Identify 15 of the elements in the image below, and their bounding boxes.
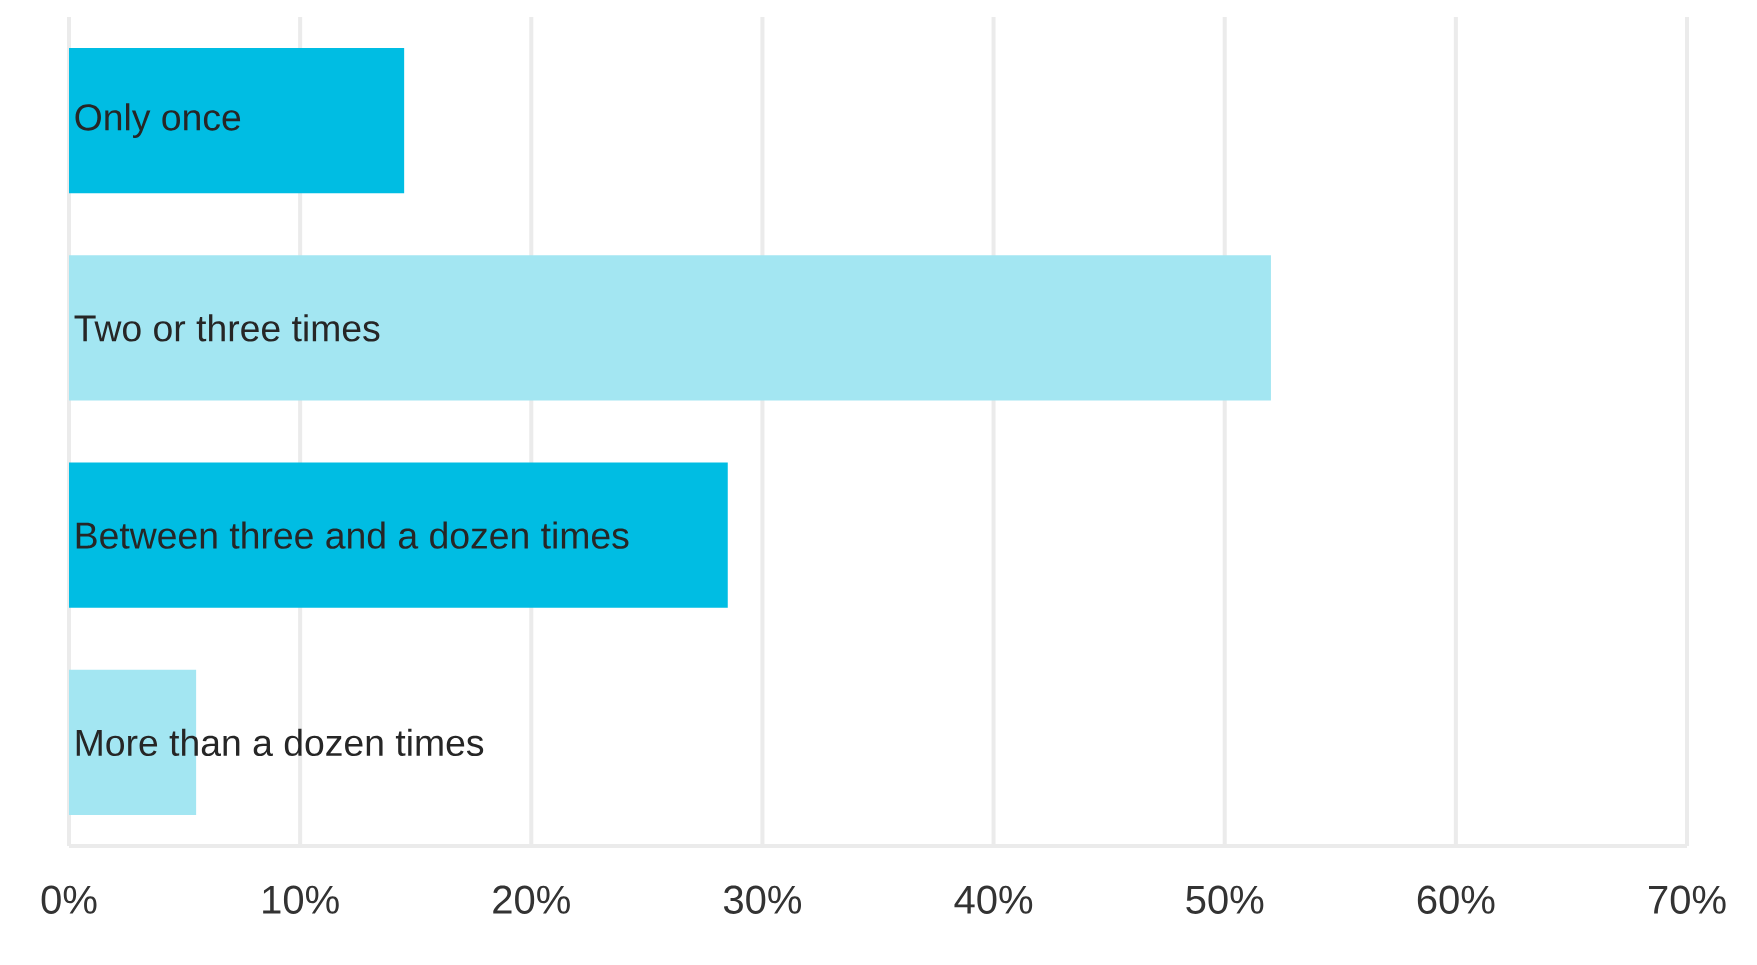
x-tick-label: 70% <box>1649 885 1726 914</box>
y-tick-label: More than a dozen times <box>76 728 484 757</box>
y-tick-label: Two or three times <box>74 314 380 342</box>
y-tick-label: Only once <box>75 103 241 139</box>
x-tick-label: 30% <box>723 885 802 914</box>
bar <box>69 48 405 194</box>
x-tick-label: 10% <box>263 885 339 914</box>
x-tick-label: 50% <box>1186 885 1264 914</box>
x-tick-label: 60% <box>1417 885 1495 914</box>
bar <box>69 462 728 608</box>
x-tick-label: 0% <box>41 885 97 914</box>
x-tick-label: 20% <box>493 885 570 914</box>
bar <box>69 255 1271 401</box>
y-tick-label: Between three and a dozen times <box>76 521 629 549</box>
x-tick-label: 40% <box>954 885 1033 914</box>
